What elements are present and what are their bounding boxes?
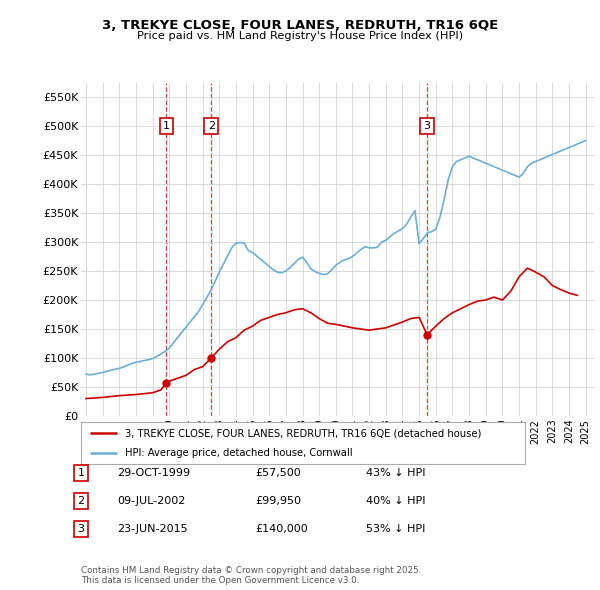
Text: Price paid vs. HM Land Registry's House Price Index (HPI): Price paid vs. HM Land Registry's House …: [137, 31, 463, 41]
Text: 3, TREKYE CLOSE, FOUR LANES, REDRUTH, TR16 6QE (detached house): 3, TREKYE CLOSE, FOUR LANES, REDRUTH, TR…: [125, 428, 482, 438]
Text: 43% ↓ HPI: 43% ↓ HPI: [366, 468, 425, 478]
Text: 1: 1: [77, 468, 85, 478]
Text: 53% ↓ HPI: 53% ↓ HPI: [366, 524, 425, 533]
Text: £57,500: £57,500: [255, 468, 301, 478]
Text: 1: 1: [163, 121, 170, 131]
Text: £140,000: £140,000: [255, 524, 308, 533]
Text: 29-OCT-1999: 29-OCT-1999: [117, 468, 190, 478]
Text: 3, TREKYE CLOSE, FOUR LANES, REDRUTH, TR16 6QE: 3, TREKYE CLOSE, FOUR LANES, REDRUTH, TR…: [102, 19, 498, 32]
Text: 3: 3: [424, 121, 431, 131]
Text: 2: 2: [208, 121, 215, 131]
Text: Contains HM Land Registry data © Crown copyright and database right 2025.
This d: Contains HM Land Registry data © Crown c…: [81, 566, 421, 585]
Text: 09-JUL-2002: 09-JUL-2002: [117, 496, 185, 506]
Text: 23-JUN-2015: 23-JUN-2015: [117, 524, 188, 533]
Text: 40% ↓ HPI: 40% ↓ HPI: [366, 496, 425, 506]
Text: £99,950: £99,950: [255, 496, 301, 506]
Text: HPI: Average price, detached house, Cornwall: HPI: Average price, detached house, Corn…: [125, 448, 353, 458]
Text: 2: 2: [77, 496, 85, 506]
Text: 3: 3: [77, 524, 85, 533]
